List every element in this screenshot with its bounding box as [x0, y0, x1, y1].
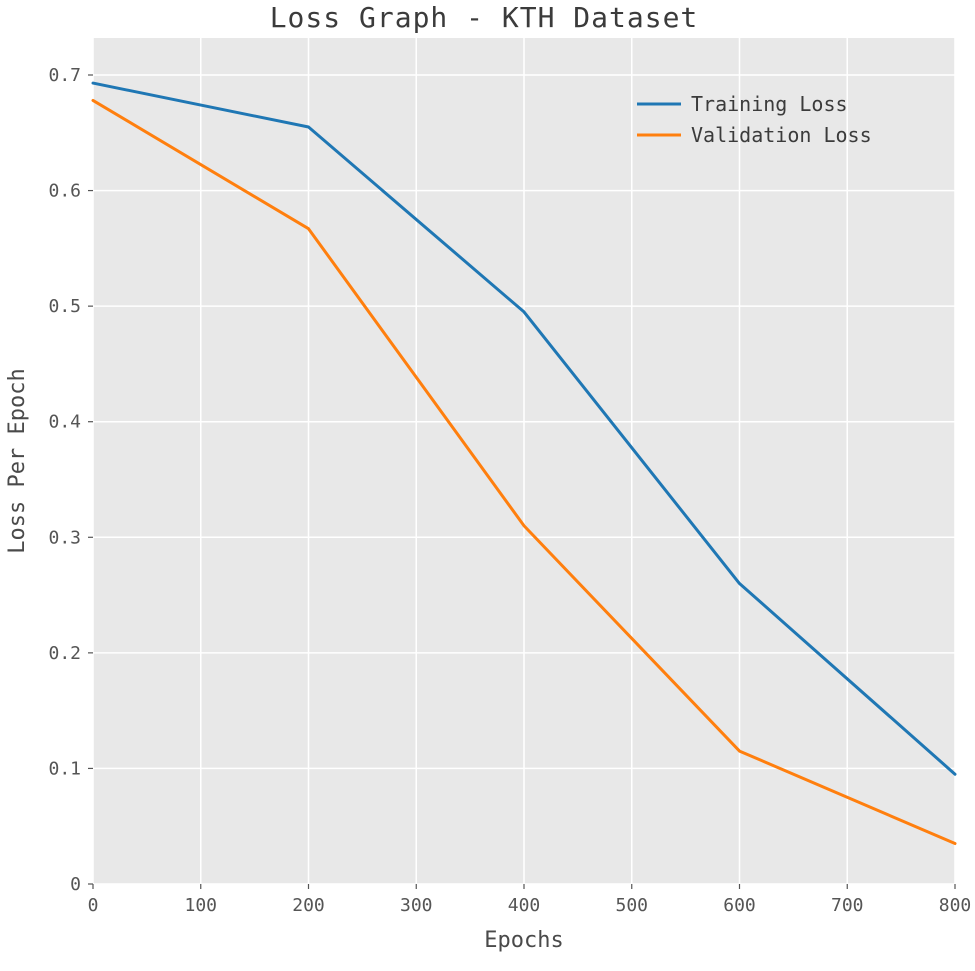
y-tick-label: 0.6	[48, 181, 81, 202]
chart-title: Loss Graph - KTH Dataset	[269, 1, 699, 34]
y-tick-label: 0.2	[48, 643, 81, 664]
x-axis-label: Epochs	[484, 928, 564, 953]
y-tick-label: 0.4	[48, 412, 81, 433]
legend-label: Validation Loss	[691, 123, 872, 147]
y-tick-label: 0	[70, 874, 81, 895]
y-tick-label: 0.1	[48, 758, 81, 779]
x-tick-label: 500	[615, 895, 648, 916]
y-tick-label: 0.5	[48, 296, 81, 317]
y-tick-label: 0.7	[48, 65, 81, 86]
x-tick-label: 400	[508, 895, 541, 916]
x-tick-label: 0	[88, 895, 99, 916]
legend-label: Training Loss	[691, 92, 848, 116]
series-line-training-loss	[91, 81, 957, 776]
y-axis-label: Loss Per Epoch	[5, 368, 30, 554]
series-line-validation-loss	[91, 98, 957, 846]
x-tick-label: 100	[184, 895, 217, 916]
x-tick-label: 600	[723, 895, 756, 916]
x-tick-label: 800	[939, 895, 972, 916]
legend: Training Loss Validation Loss	[637, 92, 872, 147]
x-tick-label: 300	[400, 895, 433, 916]
x-tick-label: 200	[292, 895, 325, 916]
y-tick-label: 0.3	[48, 527, 81, 548]
x-tick-label: 700	[831, 895, 864, 916]
